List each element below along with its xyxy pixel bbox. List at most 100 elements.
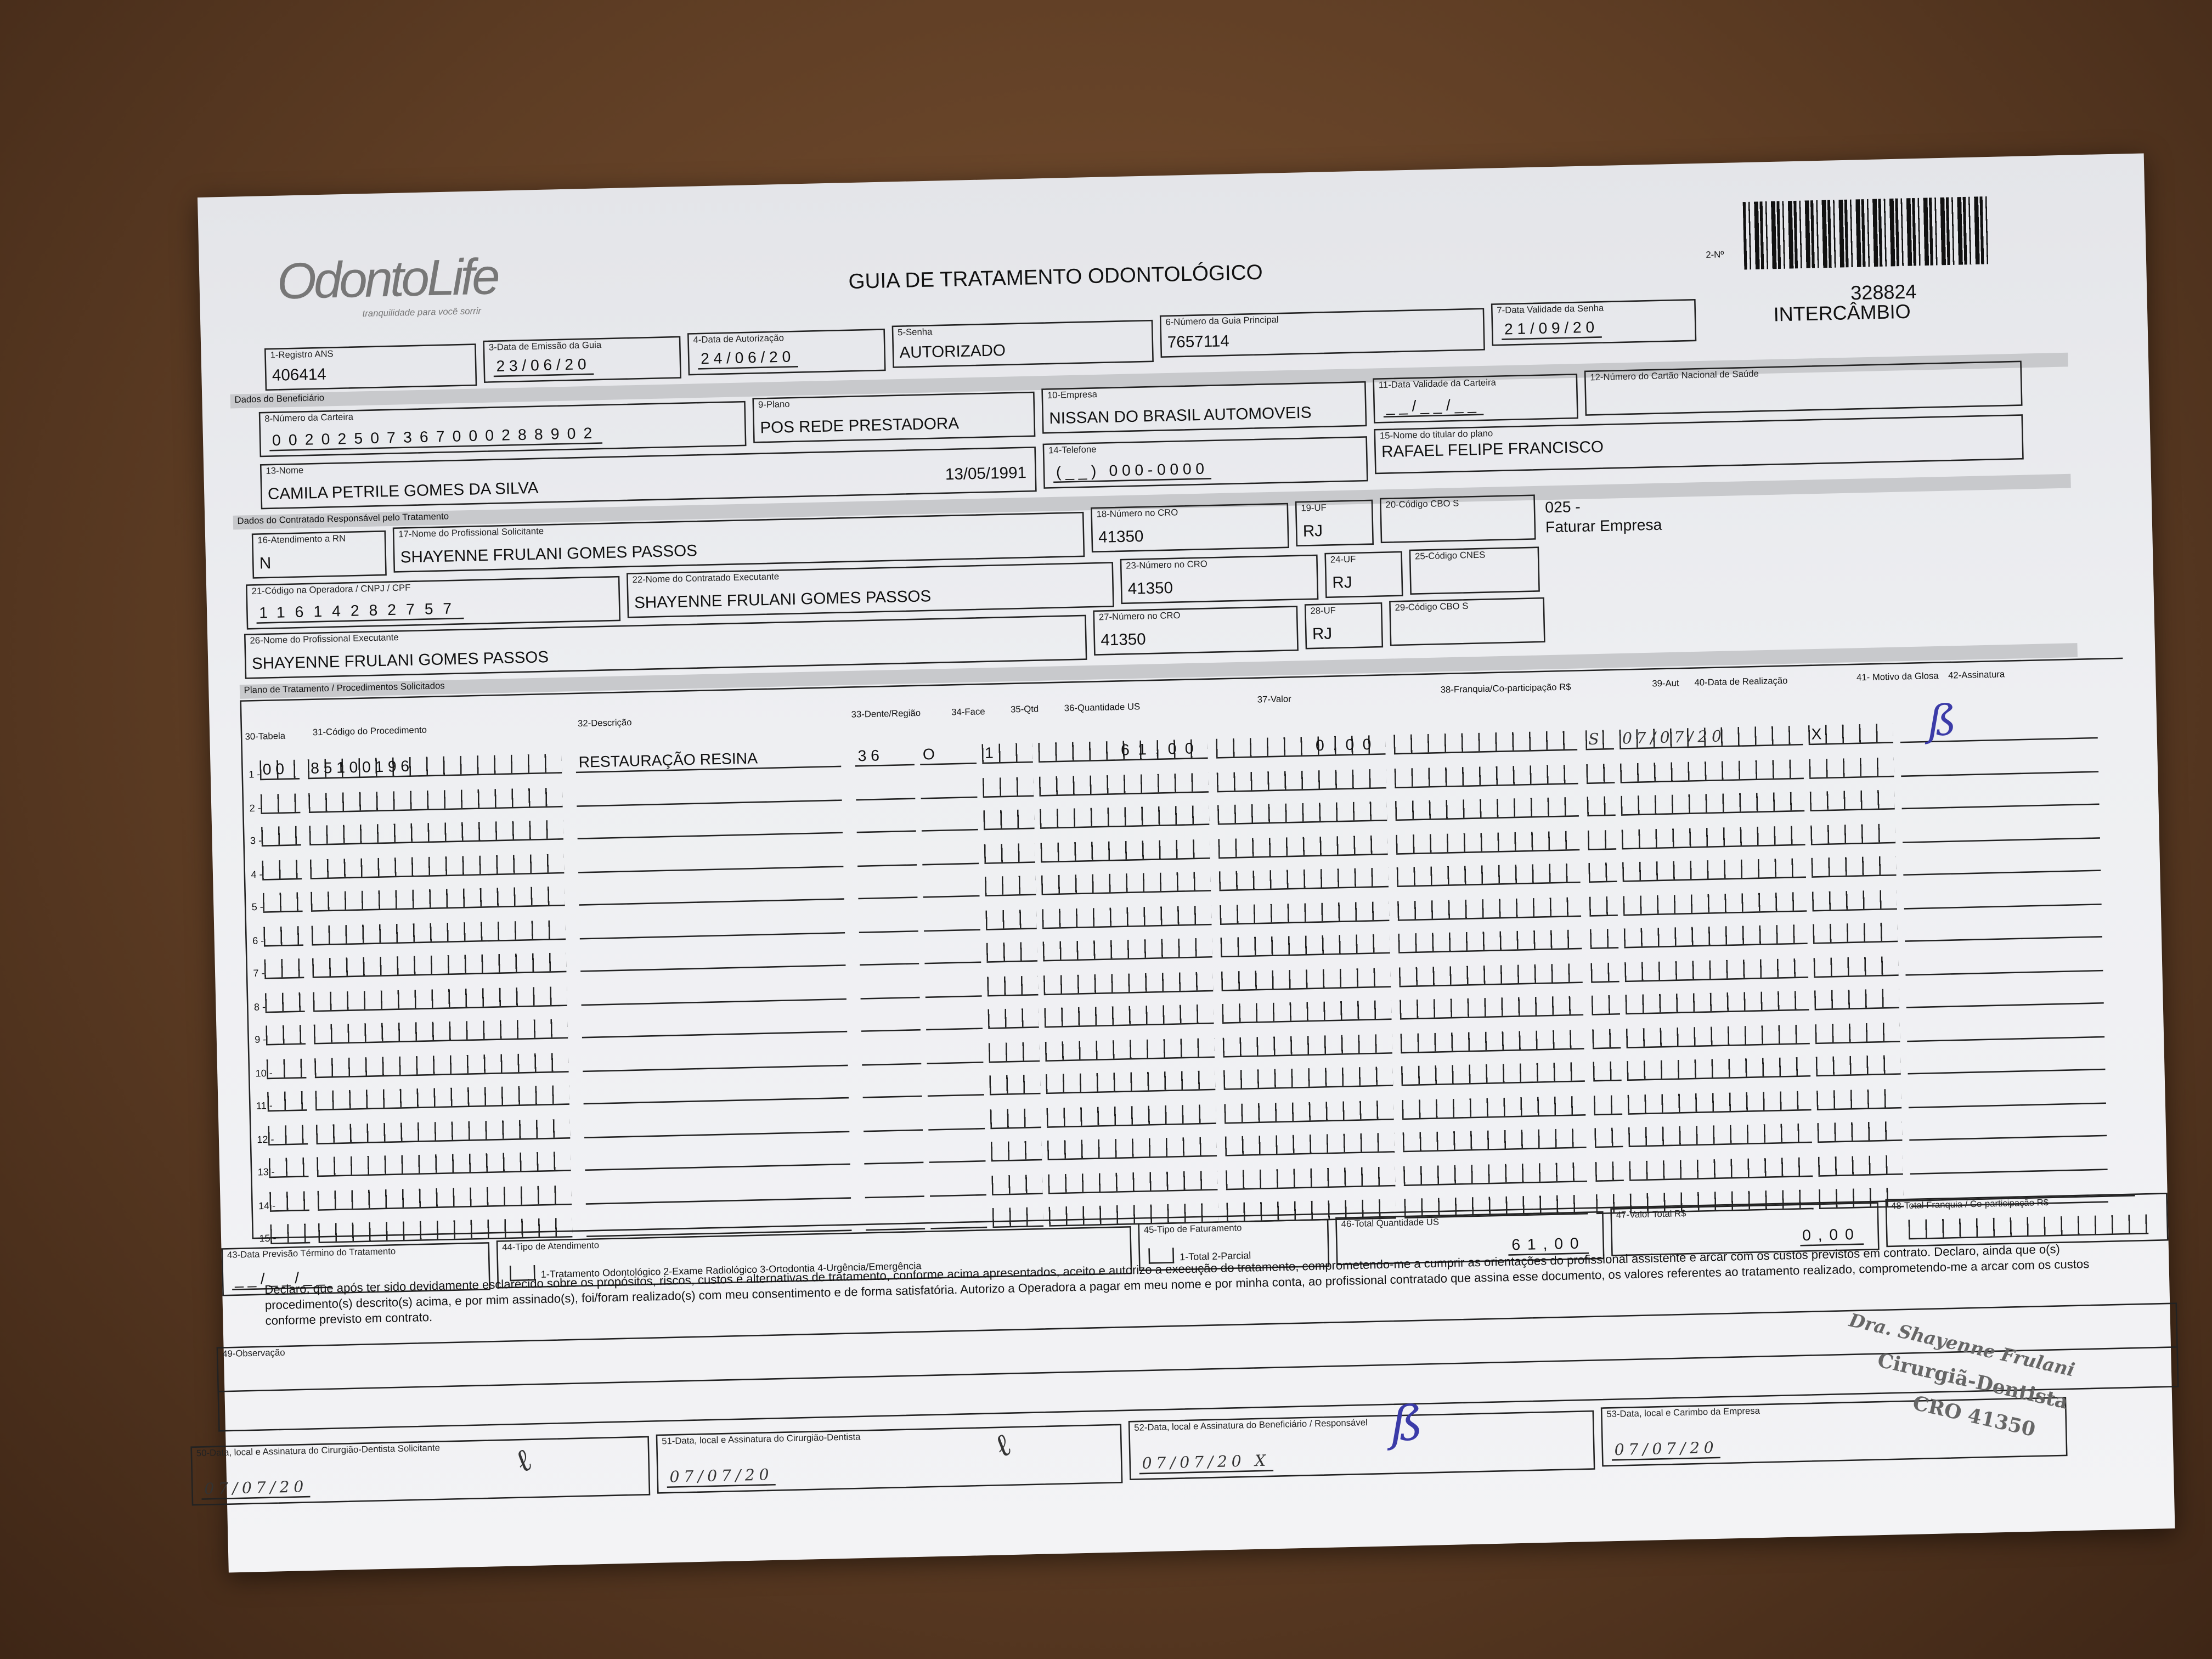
field-uf-24[interactable]: 24-UF RJ	[1324, 551, 1403, 599]
cell-franquia[interactable]	[1402, 1095, 1586, 1119]
cell-assinatura[interactable]	[1909, 1116, 2107, 1141]
cell-data[interactable]	[1629, 1156, 1813, 1181]
cell-glosa[interactable]	[1813, 955, 1899, 978]
field-validade-senha[interactable]: 7-Data Validade da Senha 21/09/20	[1491, 298, 1697, 346]
cell-valor[interactable]	[1218, 834, 1388, 858]
cell-data[interactable]	[1625, 990, 1809, 1015]
cell-face[interactable]: O	[919, 744, 977, 765]
cell-face[interactable]	[922, 843, 979, 865]
cell-tabela[interactable]	[266, 1058, 307, 1079]
cell-quantidade-us[interactable]	[1044, 1004, 1214, 1028]
cell-tabela[interactable]	[268, 1157, 309, 1178]
cell-aut[interactable]: S	[1585, 730, 1615, 751]
assinatura-50[interactable]: 50-Data, local e Assinatura do Cirurgião…	[190, 1436, 651, 1506]
cell-franquia[interactable]	[1396, 830, 1580, 854]
cell-dente[interactable]	[862, 1077, 922, 1098]
assinatura-52[interactable]: 52-Data, local e Assinatura do Beneficiá…	[1128, 1396, 1595, 1481]
cell-descricao[interactable]	[585, 1178, 851, 1204]
cell-codigo[interactable]	[308, 787, 563, 812]
field-codigo-operadora[interactable]: 21-Código na Operadora / CNPJ / CPF 11614…	[246, 575, 621, 630]
cell-data[interactable]	[1623, 891, 1807, 916]
cell-quantidade-us[interactable]	[1047, 1136, 1217, 1160]
cell-assinatura[interactable]	[1908, 1083, 2106, 1108]
cell-qtd[interactable]	[986, 941, 1038, 963]
cell-qtd[interactable]	[982, 776, 1034, 797]
cell-quantidade-us[interactable]	[1040, 805, 1210, 829]
cell-dente[interactable]	[857, 845, 917, 866]
cell-dente[interactable]	[856, 812, 916, 833]
cell-descricao[interactable]	[577, 814, 843, 839]
cell-tabela[interactable]	[263, 925, 303, 946]
field-cnes[interactable]: 25-Código CNES	[1409, 546, 1540, 595]
cell-tabela[interactable]	[270, 1223, 311, 1245]
cell-tabela[interactable]	[264, 958, 304, 979]
cell-franquia[interactable]	[1395, 797, 1579, 821]
cell-qtd[interactable]	[992, 1207, 1044, 1228]
cell-franquia[interactable]	[1402, 1128, 1587, 1153]
cell-tabela[interactable]	[261, 826, 301, 847]
cell-glosa[interactable]	[1811, 856, 1897, 878]
cell-face[interactable]	[930, 1208, 988, 1229]
cell-valor[interactable]: 0,00	[1216, 735, 1386, 759]
field-cbo-20[interactable]: 20-Código CBO S	[1379, 494, 1536, 544]
cell-dente[interactable]	[860, 978, 920, 999]
cell-face[interactable]	[929, 1175, 986, 1197]
cell-dente[interactable]	[859, 944, 919, 966]
cell-dente[interactable]	[863, 1110, 923, 1132]
cell-qtd[interactable]	[987, 975, 1039, 996]
cell-franquia[interactable]	[1396, 863, 1581, 887]
cell-descricao[interactable]	[584, 1111, 850, 1138]
cell-descricao[interactable]	[582, 1012, 848, 1039]
field-data-autorizacao[interactable]: 4-Data de Autorização 24/06/20	[687, 329, 886, 376]
cell-face[interactable]	[924, 943, 981, 964]
cell-glosa[interactable]	[1813, 922, 1898, 944]
cell-face[interactable]	[928, 1109, 985, 1130]
cell-quantidade-us[interactable]	[1046, 1103, 1216, 1127]
cell-aut[interactable]	[1588, 862, 1617, 883]
cell-valor[interactable]	[1224, 1132, 1395, 1156]
cell-qtd[interactable]: 1	[981, 743, 1033, 764]
cell-qtd[interactable]	[984, 842, 1036, 864]
cell-franquia[interactable]	[1403, 1161, 1588, 1186]
cell-aut[interactable]	[1595, 1160, 1624, 1181]
cell-tabela[interactable]: 00	[259, 759, 300, 781]
cell-face[interactable]	[921, 810, 978, 832]
cell-codigo[interactable]	[313, 985, 567, 1012]
cell-assinatura[interactable]	[1906, 984, 2104, 1008]
cell-codigo[interactable]	[311, 919, 566, 945]
cell-qtd[interactable]	[989, 1074, 1041, 1096]
field-senha[interactable]: 5-Senha AUTORIZADO	[891, 319, 1154, 368]
cell-codigo[interactable]	[309, 853, 565, 879]
cell-data[interactable]	[1620, 758, 1804, 783]
cell-codigo[interactable]	[312, 952, 567, 978]
field-cns[interactable]: 12-Número do Cartão Nacional de Saúde	[1584, 360, 2023, 416]
cell-dente[interactable]	[855, 778, 916, 800]
cell-quantidade-us[interactable]	[1046, 1070, 1216, 1094]
cell-descricao[interactable]	[579, 913, 845, 939]
cell-glosa[interactable]	[1814, 988, 1900, 1011]
cell-assinatura[interactable]	[1907, 1050, 2106, 1075]
cell-franquia[interactable]	[1393, 730, 1578, 755]
cell-assinatura[interactable]	[1905, 951, 2103, 975]
field-numero-carteira[interactable]: 8-Número da Carteira 00202507367000288902	[258, 400, 747, 458]
cell-franquia[interactable]	[1400, 996, 1584, 1020]
cell-face[interactable]	[928, 1142, 986, 1163]
cell-assinatura[interactable]	[1903, 851, 2101, 876]
cell-glosa[interactable]	[1809, 757, 1894, 778]
cell-face[interactable]	[922, 877, 980, 898]
cell-tabela[interactable]	[268, 1124, 308, 1145]
cell-assinatura[interactable]	[1909, 1149, 2108, 1174]
cell-qtd[interactable]	[985, 909, 1037, 930]
cell-assinatura[interactable]	[1900, 752, 2099, 776]
cell-franquia[interactable]	[1398, 929, 1582, 953]
cell-glosa[interactable]	[1809, 789, 1895, 812]
cell-face[interactable]	[920, 777, 978, 799]
field-total-franquia[interactable]: 48-Total Franquia / Co-participação R$	[1885, 1193, 2169, 1248]
cell-aut[interactable]	[1590, 928, 1619, 949]
field-cbo-29[interactable]: 29-Código CBO S	[1389, 597, 1545, 646]
cell-assinatura[interactable]	[1904, 917, 2103, 942]
field-contratado-executante[interactable]: 22-Nome do Contratado Executante SHAYENNE…	[627, 562, 1114, 618]
cell-data[interactable]	[1621, 825, 1805, 849]
cell-data[interactable]	[1627, 1090, 1812, 1114]
cell-codigo[interactable]	[314, 1052, 569, 1077]
